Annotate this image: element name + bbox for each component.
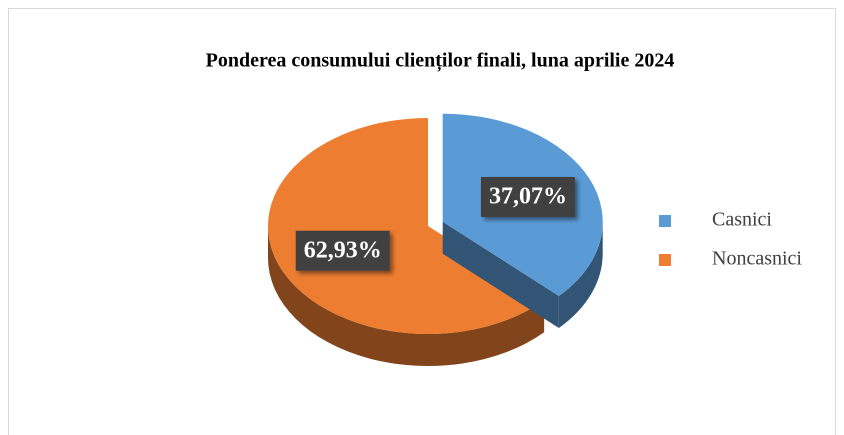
data-label: 62,93% — [295, 230, 390, 271]
slice-top — [268, 118, 545, 335]
legend-label: Casnici — [712, 209, 772, 231]
data-label-box — [480, 176, 575, 217]
legend-label: Noncasnici — [712, 248, 802, 270]
slice-face — [442, 221, 559, 329]
slice-side — [268, 226, 545, 366]
data-label-text: 62,93% — [304, 237, 382, 263]
slice — [268, 118, 545, 366]
data-label-text: 37,07% — [489, 183, 567, 209]
slice-side — [558, 221, 603, 329]
legend-swatch — [659, 215, 671, 227]
chart-title: Ponderea consumului clienților finali, l… — [206, 50, 675, 73]
data-label: 37,07% — [480, 176, 575, 217]
legend-swatch — [659, 254, 671, 266]
data-label-box — [295, 230, 390, 271]
